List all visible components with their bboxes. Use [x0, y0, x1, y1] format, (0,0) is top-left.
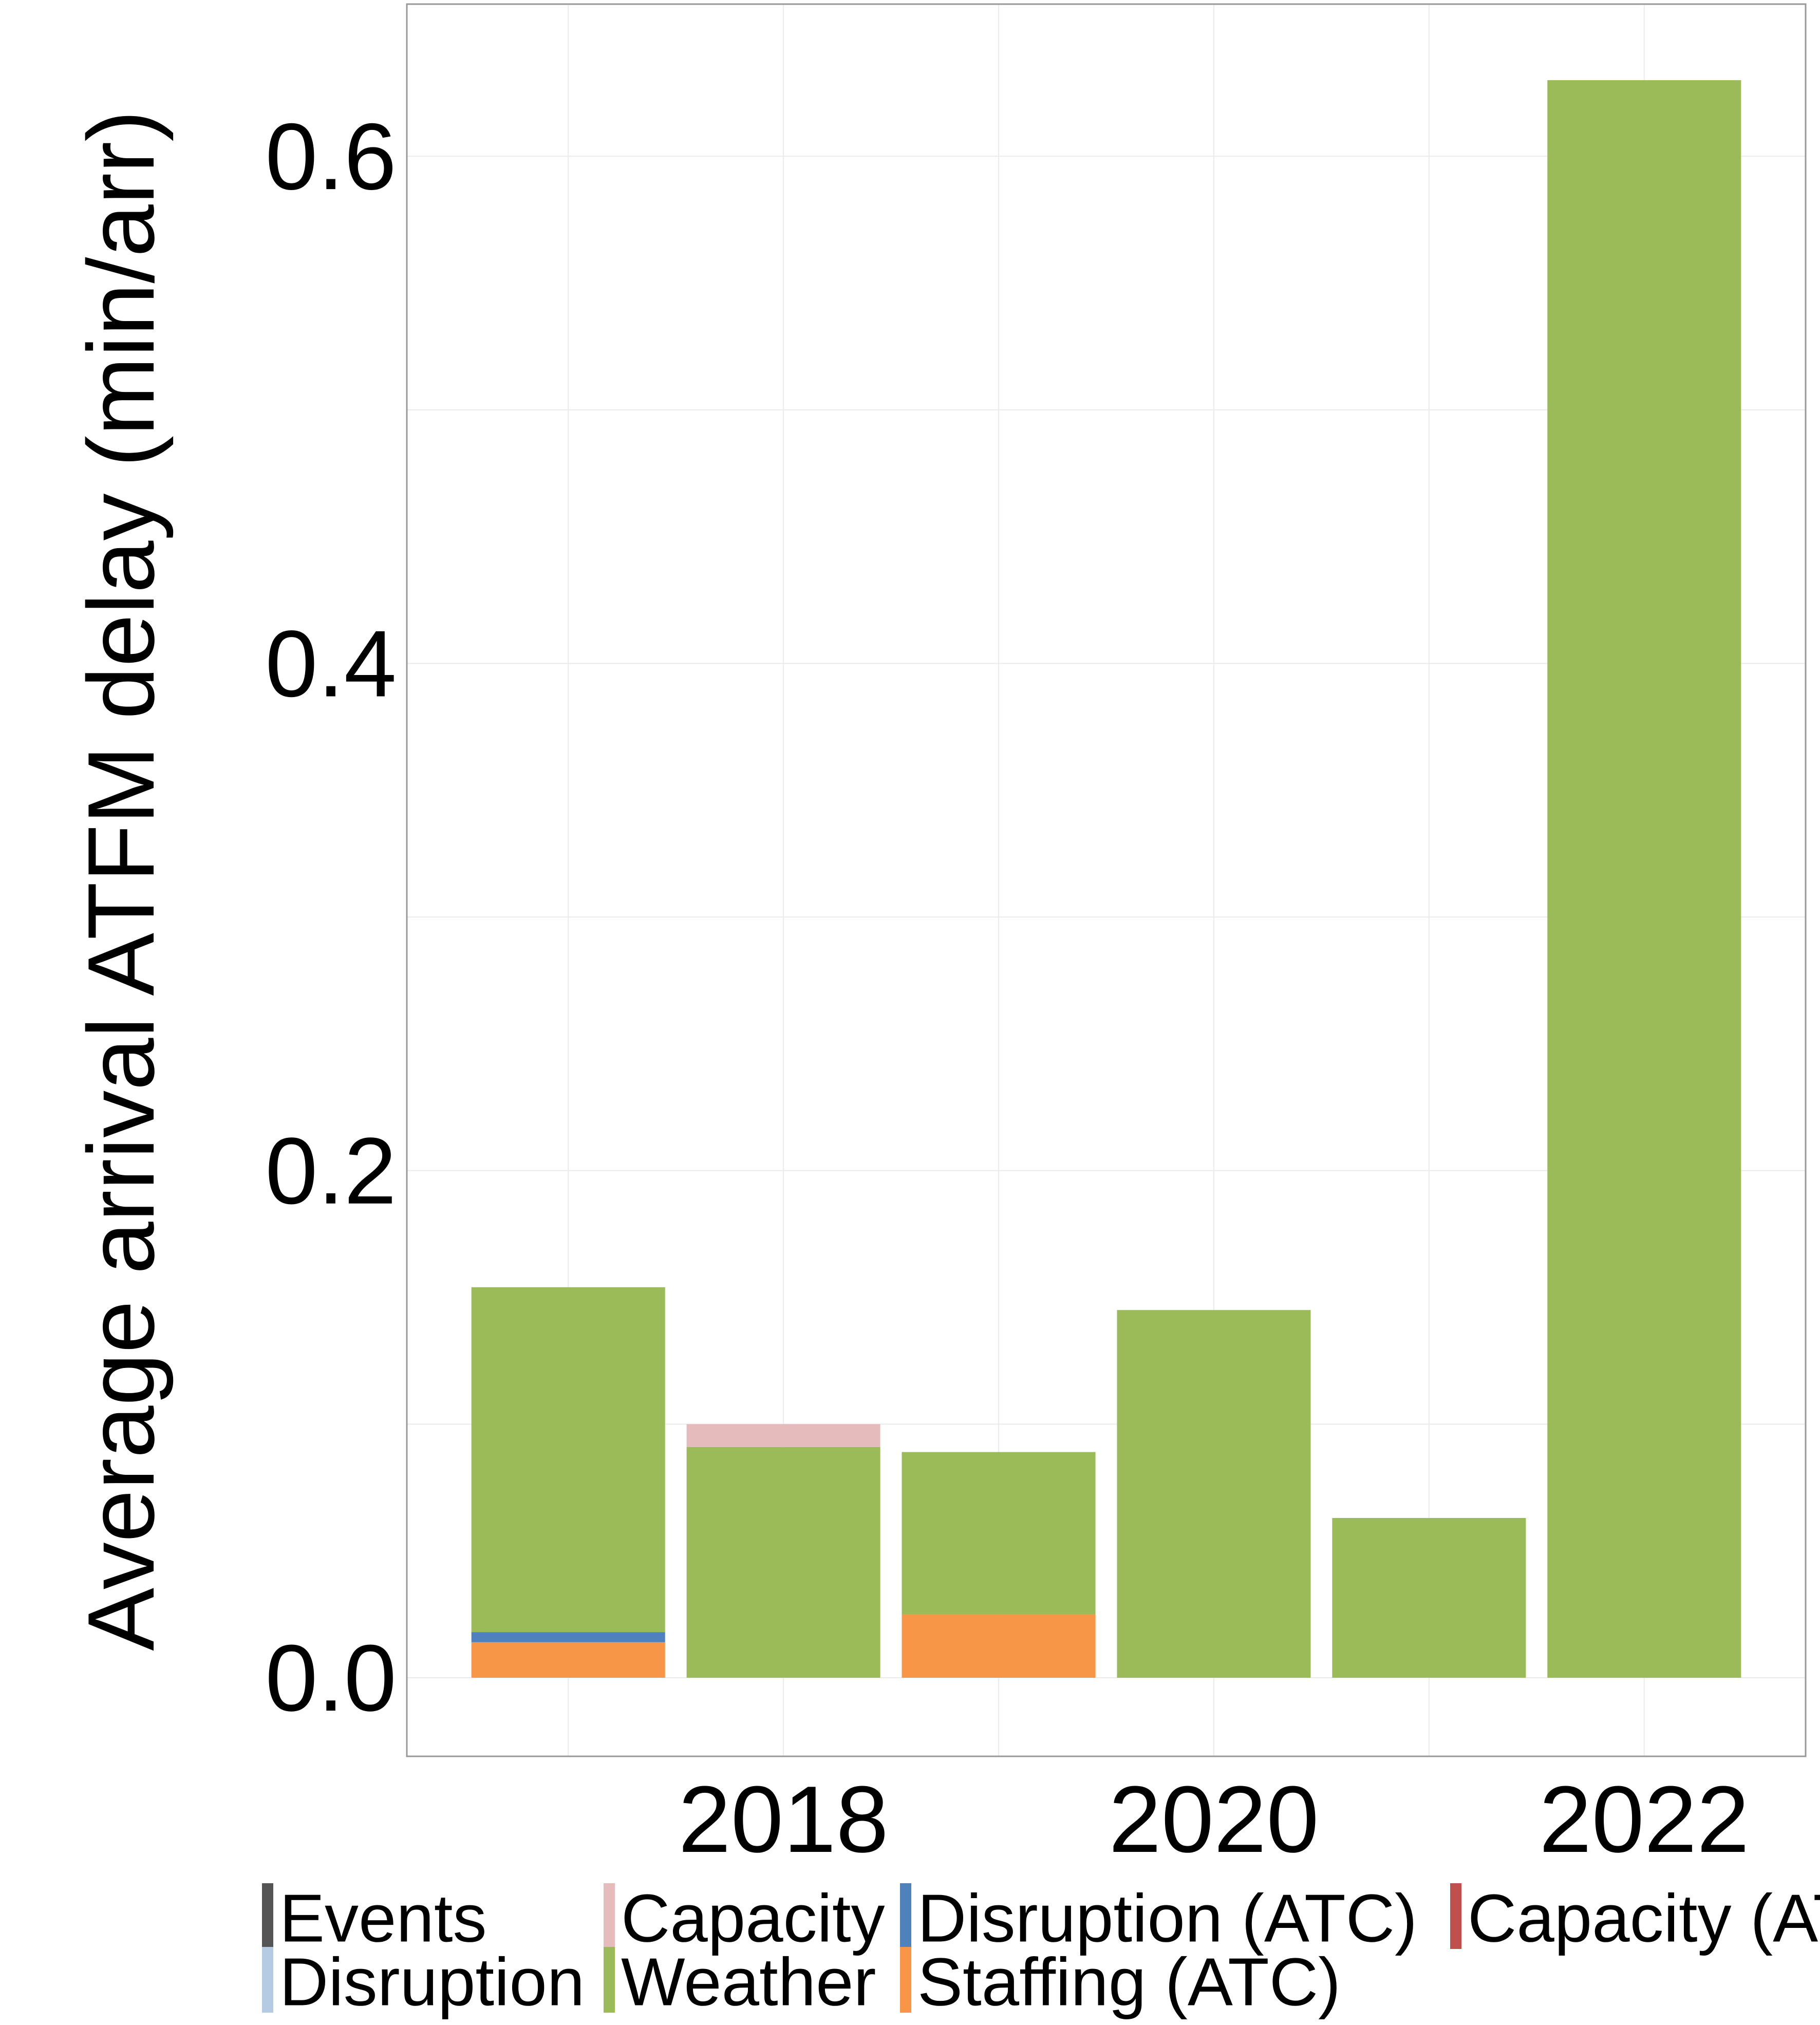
- y-tick-label: 0.4: [265, 610, 397, 716]
- legend-key-weather: [604, 1947, 615, 2013]
- legend: Events Capacity Disruption (ATC) Capacity (…: [262, 1881, 1820, 2020]
- legend-label: Disruption (ATC): [917, 1881, 1417, 1956]
- legend-key-events: [262, 1883, 273, 1949]
- x-tick-label: 2022: [1539, 1766, 1749, 1872]
- bar-segment-weather-2022: [1547, 80, 1741, 1678]
- legend-label: Disruption: [279, 1944, 585, 2020]
- legend-key-capacity-atc: [1450, 1883, 1461, 1949]
- legend-label: Capacity: [621, 1881, 885, 1956]
- legend-label: Weather: [621, 1944, 876, 2020]
- bar-segment-weather-2019: [902, 1452, 1096, 1615]
- bars: [471, 80, 1741, 1678]
- legend-key-disruption: [262, 1947, 273, 2013]
- bar-segment-weather-2018: [686, 1447, 880, 1678]
- y-axis-label: Average arrival ATFM delay (min/arr): [68, 110, 174, 1651]
- bar-segment-capacity-2018: [686, 1424, 880, 1447]
- legend-label: Staffing (ATC): [917, 1944, 1341, 2020]
- x-axis-ticks: 2018 2020 2022: [678, 1766, 1749, 1872]
- y-tick-label: 0.0: [265, 1625, 397, 1731]
- legend-label: Events: [279, 1881, 487, 1956]
- bar-segment-disruption-atc-2017: [471, 1632, 665, 1642]
- x-tick-label: 2018: [678, 1766, 888, 1872]
- legend-key-capacity: [604, 1883, 615, 1949]
- bar-segment-staffing-atc-2019: [902, 1614, 1096, 1678]
- plot-panel-border: [406, 3, 1807, 1757]
- legend-key-staffing-atc: [900, 1947, 911, 2013]
- legend-key-disruption-atc: [900, 1883, 911, 1949]
- legend-label: Capacity (ATC): [1468, 1881, 1820, 1956]
- y-tick-label: 0.6: [265, 103, 397, 209]
- bar-segment-weather-2020: [1117, 1310, 1311, 1678]
- y-axis-ticks: 0.0 0.2 0.4 0.6: [265, 103, 397, 1731]
- x-tick-label: 2020: [1109, 1766, 1319, 1872]
- bar-segment-weather-2021: [1332, 1517, 1526, 1678]
- bar-segment-weather-2017: [471, 1287, 665, 1633]
- y-tick-label: 0.2: [265, 1118, 397, 1224]
- bar-segment-staffing-atc-2017: [471, 1642, 665, 1678]
